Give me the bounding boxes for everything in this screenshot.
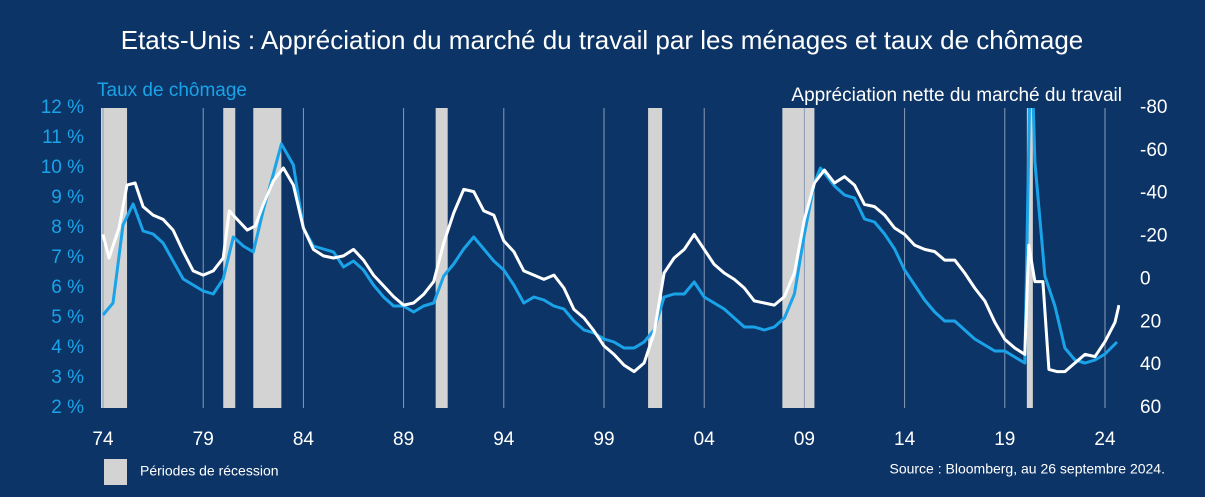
y-tick-label: 10 % [41, 157, 84, 178]
y-tick-label: 8 % [51, 217, 84, 238]
x-tick-label: 09 [794, 429, 815, 450]
legend-label: Périodes de récession [140, 463, 279, 479]
y-tick-label: 11 % [42, 127, 84, 148]
source-note: Source : Bloomberg, au 26 septembre 2024… [889, 461, 1165, 477]
x-tick-label: 79 [193, 429, 214, 450]
x-tick-label: 04 [694, 429, 716, 450]
recession-band [435, 108, 448, 408]
y-tick-label: 12 % [41, 97, 84, 118]
y2-tick-label: -20 [1140, 226, 1167, 247]
y-tick-label: 9 % [51, 187, 84, 208]
y-tick-label: 6 % [51, 277, 84, 298]
x-tick-label: 74 [92, 429, 114, 450]
y-axis-title: Taux de chômage [97, 80, 247, 101]
x-tick-label: 84 [293, 429, 315, 450]
y-tick-label: 2 % [51, 397, 84, 418]
y2-tick-label: 40 [1140, 354, 1161, 375]
y2-tick-label: -40 [1140, 183, 1167, 204]
x-tick-label: 14 [894, 429, 916, 450]
y-tick-label: 5 % [51, 307, 84, 328]
recession-band [648, 108, 663, 408]
legend-swatch [104, 459, 127, 485]
x-tick-label: 89 [393, 429, 414, 450]
y-tick-label: 3 % [51, 367, 84, 388]
y2-tick-label: 0 [1140, 268, 1151, 289]
y-tick-label: 4 % [51, 337, 84, 358]
y-tick-label: 7 % [51, 247, 84, 268]
x-tick-label: 94 [493, 429, 515, 450]
y2-tick-label: 60 [1140, 397, 1161, 418]
y2-tick-label: 20 [1140, 311, 1161, 332]
x-tick-label: 99 [593, 429, 614, 450]
y2-tick-label: -60 [1140, 140, 1167, 161]
recession-band [253, 108, 282, 408]
series-line [101, 108, 1119, 365]
x-tick-label: 24 [1094, 429, 1116, 450]
series-line [101, 166, 1120, 374]
chart-title: Etats-Unis : Appréciation du marché du t… [121, 25, 1084, 55]
recession-band [100, 108, 128, 408]
x-tick-label: 19 [994, 429, 1015, 450]
y2-axis-title: Appréciation nette du marché du travail [791, 85, 1122, 106]
plot-area [100, 108, 1120, 408]
y2-tick-label: -80 [1140, 97, 1167, 118]
